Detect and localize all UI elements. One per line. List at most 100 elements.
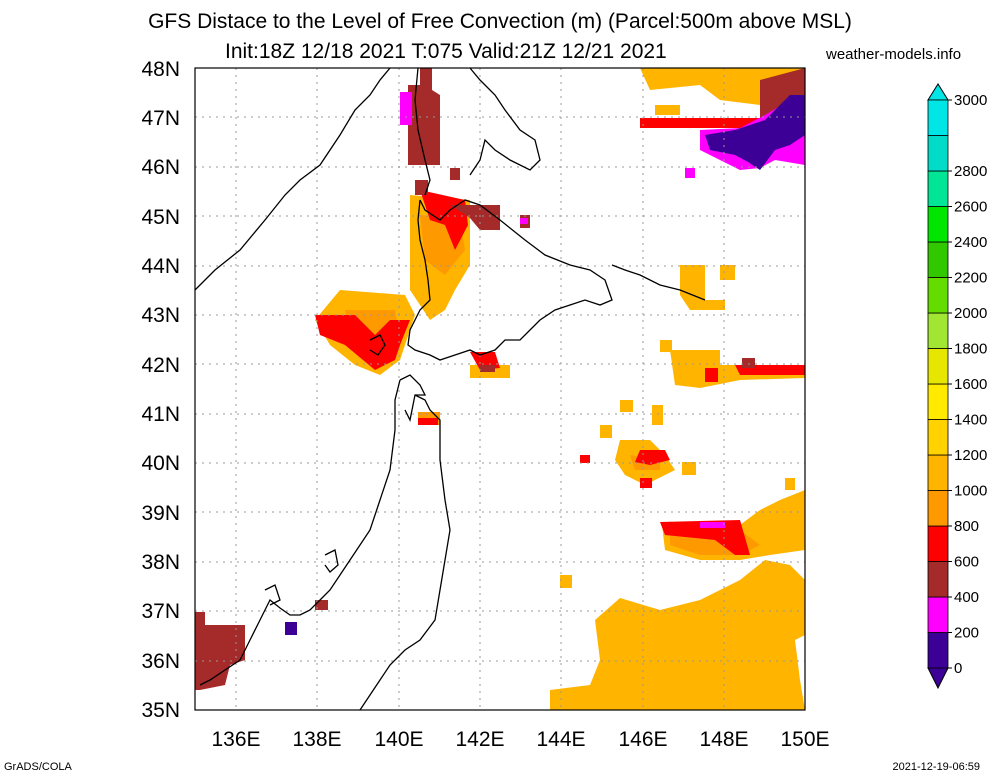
lat-label-35n: 35N [141,699,180,722]
colorbar-swatch [927,454,949,491]
coast-honshu-west [199,379,401,686]
colorbar-labels: 0 200 400 600 800 1000 1200 1400 1600 1800 2000 220… [948,92,987,677]
software-credit: GrADS/COLA [4,761,72,773]
latitude-axis: 35N 36N 37N 38N 39N 40N 41N 42N 43N 44N … [141,58,180,722]
coast-lake-area [369,334,386,356]
colorbar-swatch [927,419,949,456]
lat-label-47n: 47N [141,107,180,130]
colorbar-swatch [927,312,949,349]
colorbar-label: 1800 [954,341,987,358]
colorbar-swatch [927,206,949,243]
coast-asia-mainland [194,67,391,291]
colorbar-swatch [927,525,949,562]
colorbar-label: 400 [954,589,979,606]
map-subtitle: Init:18Z 12/18 2021 T:075 Valid:21Z 12/2… [225,40,667,63]
colorbar-label: 600 [954,554,979,571]
lon-label-144e: 144E [536,728,585,751]
coast-kuril [611,264,706,301]
colorbar-label: 0 [954,660,962,677]
field-gold-cell-8 [600,425,612,438]
lon-label-138e: 138E [292,728,341,751]
colorbar-label: 1400 [954,412,987,429]
colorbar-swatch [927,561,949,598]
field-gold-cell-12 [560,575,572,588]
lat-label-41n: 41N [141,403,180,426]
lat-label-43n: 43N [141,304,180,327]
colorbar-swatches [927,99,949,669]
colorbar-swatch [927,383,949,420]
coast-sado [324,549,339,573]
colorbar-label: 1000 [954,483,987,500]
colorbar-swatch [927,632,949,669]
lfc-shading [195,68,805,710]
lat-label-48n: 48N [141,58,180,81]
field-red-cell-2 [705,368,718,382]
field-red-40n [635,450,670,465]
lat-label-36n: 36N [141,650,180,673]
colorbar-label: 200 [954,625,979,642]
field-gold-cell-5 [660,340,672,352]
colorbar-swatch [927,348,949,385]
colorbar-swatch [927,135,949,172]
field-gold-cell-4 [720,265,735,280]
field-gold-cell-6 [620,400,633,412]
coastlines [194,67,706,711]
coast-hokkaido [407,199,613,361]
colorbar-swatch [927,241,949,278]
field-red-cell-3 [580,455,590,463]
field-magenta-cell-3 [700,522,725,528]
field-red-47n [640,118,770,128]
lat-label-40n: 40N [141,452,180,475]
colorbar-bottom-arrow [927,667,949,690]
map-frame [194,67,806,711]
colorbar-label: 1600 [954,376,987,393]
field-brown-honshu-west [195,612,245,690]
colorbar-swatch [927,596,949,633]
colorbar-label: 800 [954,518,979,535]
render-timestamp: 2021-12-19-06:59 [892,761,980,773]
field-red-41n [418,418,438,425]
coast-tsugaru [399,374,427,422]
map-area [194,67,806,711]
field-gold-cell-9 [682,462,696,475]
colorbar-swatch [927,170,949,207]
coast-sakhalin-west [414,67,431,196]
lon-label-136e: 136E [211,728,260,751]
colorbar-label: 2600 [954,199,987,216]
colorbar-label: 1200 [954,447,987,464]
lat-label-38n: 38N [141,551,180,574]
field-magenta-cell-1 [685,168,695,178]
field-brown-cell-2 [450,168,460,180]
longitude-axis: 136E 138E 140E 142E 144E 146E 148E 150E [211,728,829,751]
field-brown-northeast [760,68,805,118]
colorbar-label: 2400 [954,234,987,251]
lat-label-44n: 44N [141,255,180,278]
lon-label-150e: 150E [780,728,829,751]
field-brown-cell-6 [480,365,495,372]
lon-label-146e: 146E [618,728,667,751]
field-gold-cell-7 [652,405,663,425]
colorbar: 0 200 400 600 800 1000 1200 1400 1600 1800 2000 220… [927,83,987,690]
colorbar-label: 3000 [954,92,987,109]
lon-label-148e: 148E [699,728,748,751]
lat-label-39n: 39N [141,502,180,525]
field-purple-cell-1 [285,622,297,635]
field-magenta-sakhalin [400,92,412,125]
field-gold-south-east [550,560,805,710]
colorbar-swatch [927,490,949,527]
field-red-cell-1 [640,478,652,488]
colorbar-top-arrow [927,83,949,101]
field-purple-northeast [705,95,805,170]
lon-label-140e: 140E [374,728,423,751]
map-gridlines [195,68,805,710]
lon-label-142e: 142E [455,728,504,751]
lat-label-46n: 46N [141,156,180,179]
field-brown-cell-3 [415,180,428,195]
colorbar-label: 2000 [954,305,987,322]
coast-sakhalin-east [469,67,541,176]
coast-honshu-east [359,394,451,711]
field-red-39n [660,520,750,555]
colorbar-swatch [927,99,949,136]
map-title: GFS Distace to the Level of Free Convect… [148,10,852,33]
